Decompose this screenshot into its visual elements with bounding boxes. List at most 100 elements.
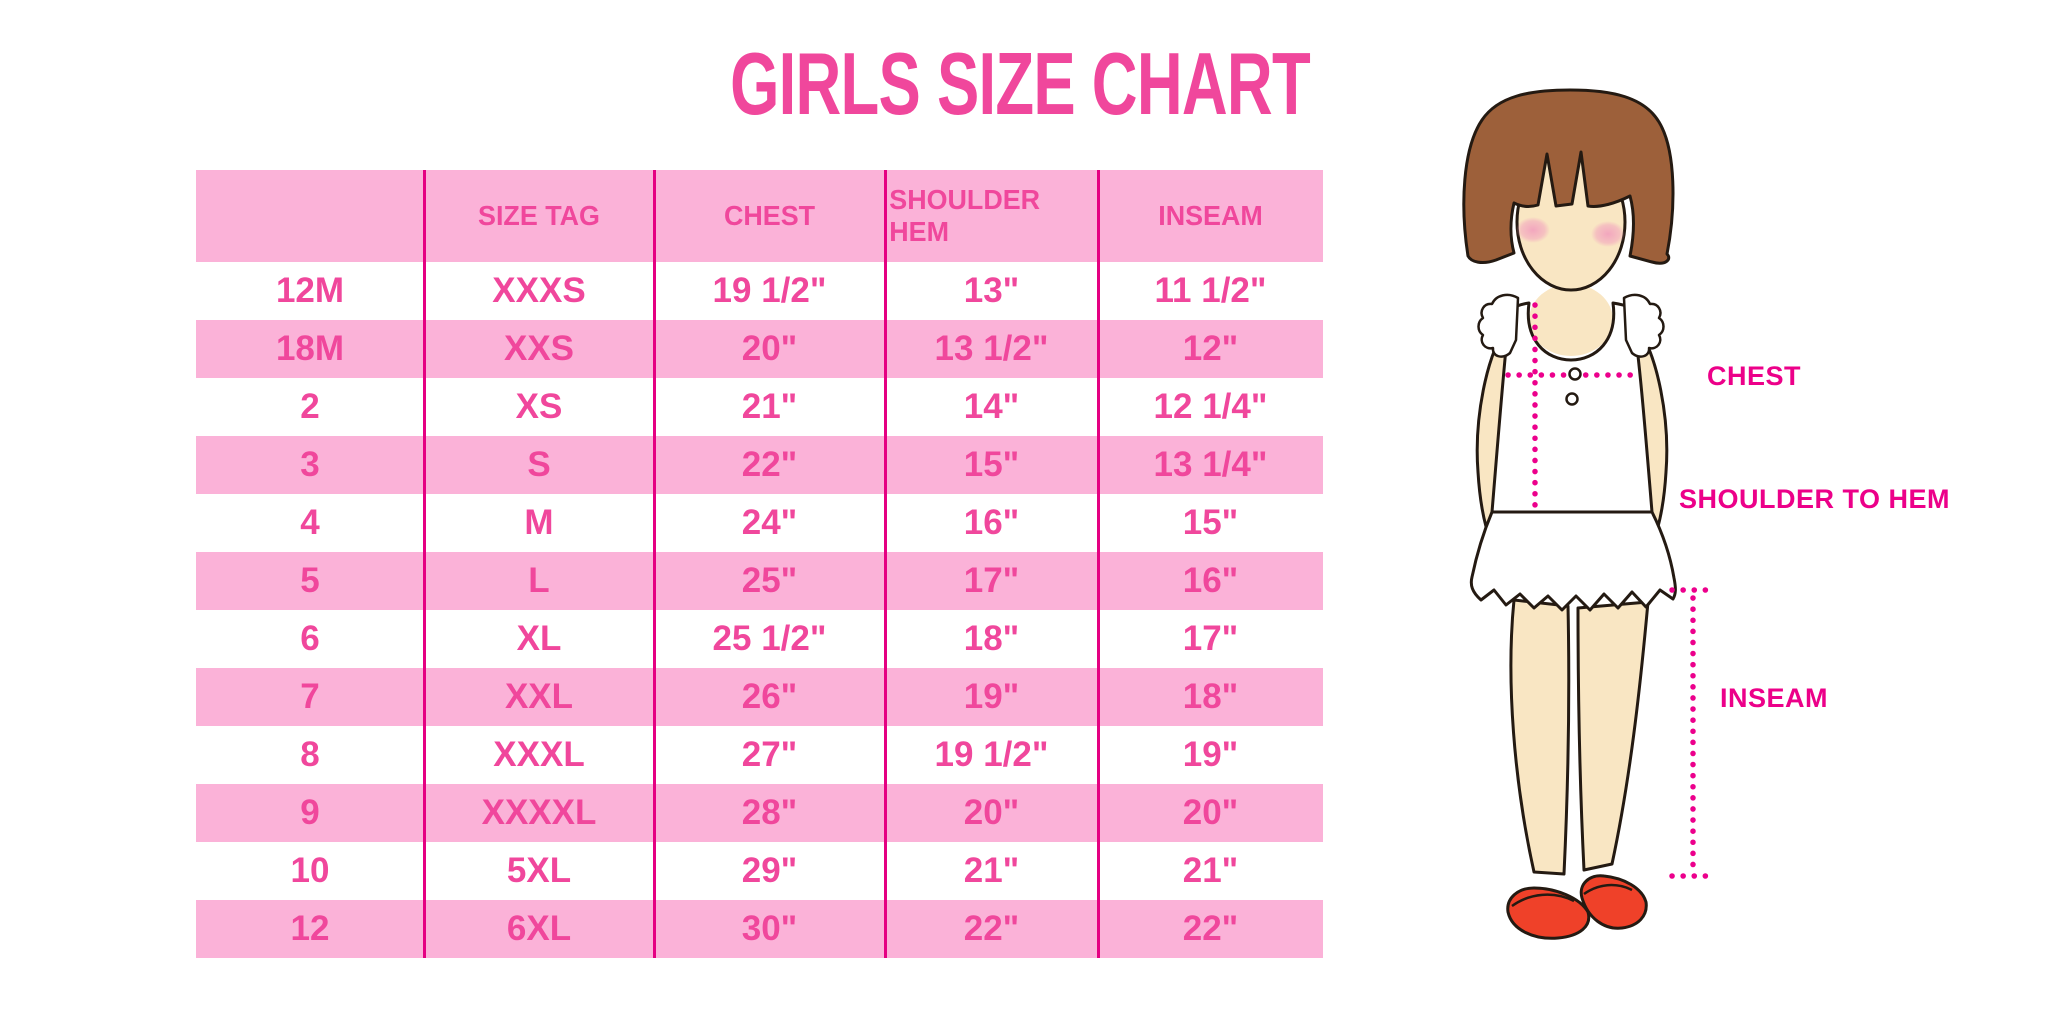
table-row: 10 5XL 29" 21" 21"	[196, 842, 1323, 900]
table-cell: 13"	[963, 271, 1020, 310]
left-shoe	[1506, 886, 1591, 940]
header-cell	[201, 170, 420, 262]
girl-illustration	[1462, 88, 1709, 940]
table-cell: 16"	[1182, 561, 1239, 600]
table-row: 4 M 24" 16" 15"	[196, 494, 1323, 552]
table-body: 12M XXXS 19 1/2" 13" 11 1/2" 18M XXS 20" 13 1/2"…	[196, 262, 1323, 958]
right-cheek-blush	[1591, 221, 1625, 247]
table-row: 6 XL 25 1/2" 18" 17"	[196, 610, 1323, 668]
table-cell: 13 1/4"	[1153, 445, 1268, 484]
table-cell: XXXS	[492, 271, 586, 310]
page-title: GIRLS SIZE CHART	[730, 34, 1311, 133]
table-cell: 6XL	[506, 909, 572, 948]
inseam-label: INSEAM	[1720, 683, 1829, 713]
table-cell: 19"	[1182, 735, 1239, 774]
shoulder-to-hem-label: SHOULDER TO HEM	[1679, 484, 1951, 514]
table-cell: S	[527, 445, 551, 484]
table-cell: 15"	[963, 445, 1020, 484]
table-row: 2 XS 21" 14" 12 1/4"	[196, 378, 1323, 436]
table-cell: 14"	[963, 387, 1020, 426]
chest-label: CHEST	[1707, 361, 1802, 391]
table-cell: 12	[290, 909, 330, 948]
table-cell: 20"	[1182, 793, 1239, 832]
table-cell: 17"	[1182, 619, 1239, 658]
table-cell: 20"	[963, 793, 1020, 832]
table-cell: 16"	[963, 503, 1020, 542]
column-divider	[884, 170, 887, 958]
table-cell: 13 1/2"	[934, 329, 1049, 368]
table-cell: 9	[300, 793, 320, 832]
table-cell: 6	[300, 619, 320, 658]
table-cell: 3	[300, 445, 320, 484]
table-cell: 4	[300, 503, 320, 542]
table-row: 7 XXL 26" 19" 18"	[196, 668, 1323, 726]
table-cell: 12"	[1182, 329, 1239, 368]
table-cell: 12M	[275, 271, 345, 310]
table-row: 9 XXXXL 28" 20" 20"	[196, 784, 1323, 842]
size-table: SIZE TAG CHEST SHOULDER HEM INSEAM 12M XXXS 1…	[196, 170, 1323, 958]
table-cell: XS	[515, 387, 563, 426]
skirt	[1469, 510, 1677, 612]
table-cell: 21"	[741, 387, 798, 426]
right-shoulder-ruffle	[1622, 293, 1665, 358]
bottom-button	[1565, 392, 1579, 406]
header-cell: SIZE TAG	[478, 200, 600, 231]
table-cell: 18"	[1182, 677, 1239, 716]
table-cell: XXXXL	[481, 793, 597, 832]
table-cell: 27"	[741, 735, 798, 774]
table-cell: 12 1/4"	[1153, 387, 1268, 426]
header-cell: CHEST	[723, 200, 816, 231]
table-cell: 22"	[741, 445, 798, 484]
table-cell: 26"	[741, 677, 798, 716]
table-cell: 25 1/2"	[712, 619, 827, 658]
table-row: 8 XXXL 27" 19 1/2" 19"	[196, 726, 1323, 784]
column-divider	[1097, 170, 1100, 958]
header-cell: SHOULDER HEM	[889, 184, 1041, 247]
table-cell: 17"	[963, 561, 1020, 600]
table-row: 3 S 22" 15" 13 1/4"	[196, 436, 1323, 494]
right-shoe-strap	[1583, 883, 1633, 896]
hair	[1462, 88, 1675, 265]
table-header-row: SIZE TAG CHEST SHOULDER HEM INSEAM	[196, 170, 1323, 262]
table-cell: 20"	[741, 329, 798, 368]
table-cell: 19 1/2"	[712, 271, 827, 310]
table-cell: L	[528, 561, 550, 600]
table-cell: 19"	[963, 677, 1020, 716]
left-leg	[1509, 598, 1571, 876]
table-cell: M	[524, 503, 554, 542]
table-cell: 25"	[741, 561, 798, 600]
table-row: 18M XXS 20" 13 1/2" 12"	[196, 320, 1323, 378]
header-cell: INSEAM	[1158, 200, 1263, 231]
table-cell: 18"	[963, 619, 1020, 658]
table-cell: 15"	[1182, 503, 1239, 542]
table-cell: 11 1/2"	[1154, 271, 1267, 310]
table-cell: 21"	[963, 851, 1020, 890]
table-cell: 5	[300, 561, 320, 600]
top-button	[1568, 367, 1582, 381]
table-row: 5 L 25" 17" 16"	[196, 552, 1323, 610]
table-cell: XL	[516, 619, 562, 658]
right-shoe	[1579, 874, 1648, 930]
table-cell: 8	[300, 735, 320, 774]
right-leg	[1576, 600, 1650, 872]
table-cell: 10	[290, 851, 330, 890]
table-cell: 7	[300, 677, 320, 716]
table-cell: 18M	[275, 329, 345, 368]
table-row: 12M XXXS 19 1/2" 13" 11 1/2"	[196, 262, 1323, 320]
column-divider	[423, 170, 426, 958]
chest-skin	[1529, 284, 1613, 356]
table-cell: 29"	[741, 851, 798, 890]
table-cell: 30"	[741, 909, 798, 948]
left-shoulder-ruffle	[1477, 293, 1520, 358]
table-cell: 19 1/2"	[934, 735, 1049, 774]
table-cell: 28"	[741, 793, 798, 832]
table-cell: XXXL	[493, 735, 585, 774]
column-divider	[653, 170, 656, 958]
left-shoe-strap	[1511, 893, 1575, 908]
table-cell: 22"	[963, 909, 1020, 948]
table-cell: 2	[300, 387, 320, 426]
table-cell: 22"	[1182, 909, 1239, 948]
table-cell: XXS	[503, 329, 575, 368]
table-cell: 21"	[1182, 851, 1239, 890]
